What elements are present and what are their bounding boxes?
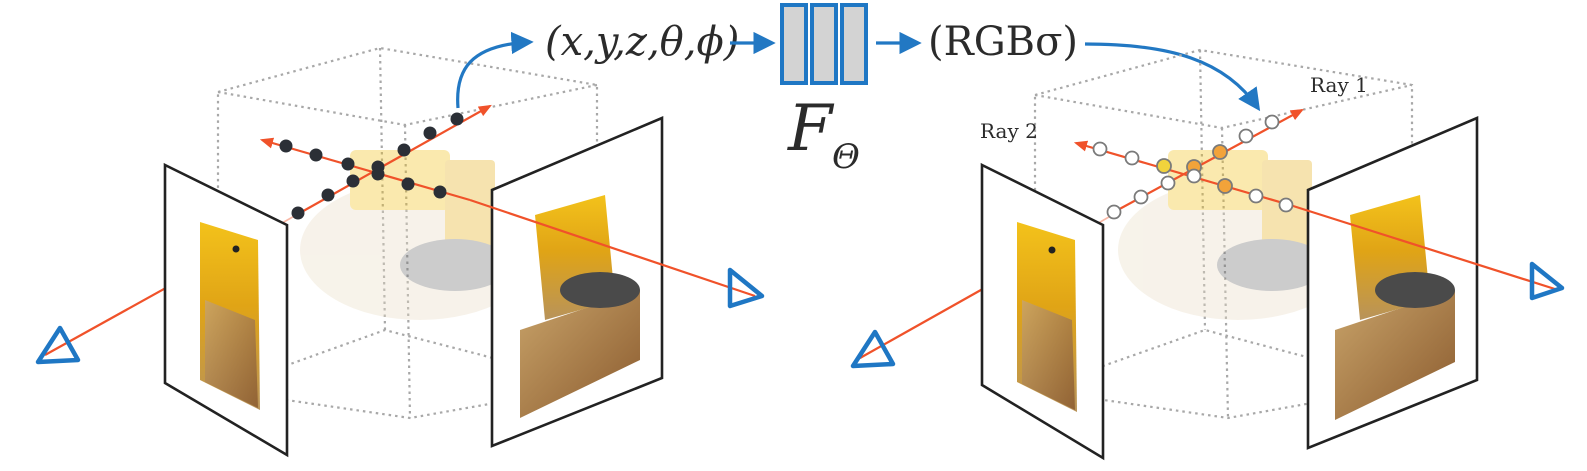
left-sample-points	[279, 112, 464, 220]
sample-point-empty	[1092, 141, 1108, 157]
sample-point-empty	[1124, 150, 1140, 166]
sample-point-colored	[1156, 158, 1172, 174]
input-label: (x,y,z,θ,ϕ)	[545, 19, 739, 65]
sample-point-colored	[1212, 144, 1228, 160]
sample-point	[423, 126, 437, 140]
left-scene	[35, 46, 765, 458]
sample-point	[433, 185, 447, 199]
sample-point-empty	[1264, 114, 1280, 130]
right-scene: Ray 1 Ray 2	[850, 48, 1565, 461]
network-subscript: Θ	[832, 137, 860, 177]
sample-point-empty	[1160, 175, 1176, 191]
right-camera-ray	[469, 198, 756, 298]
output-to-scene-arrow	[1084, 42, 1261, 112]
ray-2-label: Ray 2	[980, 119, 1038, 143]
sample-point-empty	[1238, 128, 1254, 144]
sample-point	[371, 167, 385, 181]
sample-point-colored	[1217, 178, 1233, 194]
sample-point-empty	[1186, 168, 1202, 184]
output-label: (RGBσ)	[928, 19, 1078, 65]
network-symbol: F	[787, 92, 835, 166]
right-scene-right-image-plane	[1306, 116, 1479, 450]
left-scene-right-image-plane	[490, 116, 664, 448]
left-scene-right-camera-icon	[727, 267, 765, 309]
right-scene-left-camera-icon	[850, 329, 896, 369]
sample-point	[450, 112, 464, 126]
sample-point	[309, 148, 323, 162]
left-image-plane	[163, 162, 289, 458]
left-scene-object	[300, 150, 540, 320]
right-sample-points	[1092, 114, 1294, 220]
ray-1-label: Ray 1	[1310, 73, 1368, 97]
sample-point	[291, 206, 305, 220]
pipeline: (x,y,z,θ,ϕ) F Θ (RGBσ)	[456, 3, 1261, 177]
sample-point	[397, 143, 411, 157]
right-scene-right-camera-ray	[1289, 203, 1559, 292]
network-block	[780, 3, 868, 85]
sample-point	[401, 177, 415, 191]
right-scene-right-camera-icon	[1529, 261, 1565, 301]
sample-point	[321, 188, 335, 202]
sample-point-empty	[1106, 204, 1122, 220]
sample-to-input-arrow	[456, 31, 534, 109]
sample-point-empty	[1278, 197, 1294, 213]
sample-point	[279, 139, 293, 153]
right-scene-left-image-plane	[980, 162, 1105, 461]
sample-point-empty	[1248, 188, 1264, 204]
sample-point	[346, 174, 360, 188]
left-camera-icon	[35, 325, 81, 365]
sample-point-empty	[1133, 189, 1149, 205]
sample-point	[341, 157, 355, 171]
